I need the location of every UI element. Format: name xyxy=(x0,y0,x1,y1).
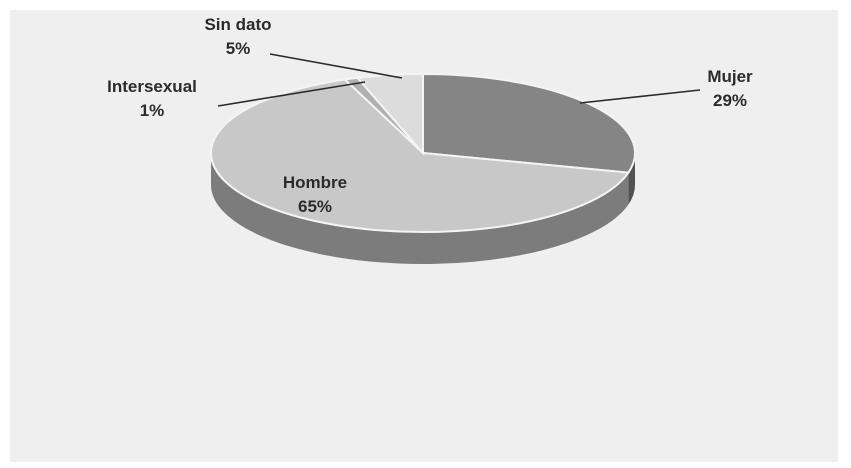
pie-sides xyxy=(211,153,635,265)
pie-chart: Mujer 29% Hombre 65% Intersexual 1% Sin dato 5% xyxy=(107,15,753,265)
leader-line-mujer xyxy=(579,89,701,104)
pie-labels: Mujer 29% Hombre 65% Intersexual 1% Sin dato 5% xyxy=(107,15,753,216)
label-value-intersexual: 1% xyxy=(140,101,165,120)
leader-line-intersexual xyxy=(217,81,366,107)
pie-slice-sin-dato xyxy=(355,72,424,156)
label-name-mujer: Mujer xyxy=(707,67,753,86)
pie-slice-mujer xyxy=(422,72,636,174)
label-name-sin-dato: Sin dato xyxy=(204,15,271,34)
label-name-hombre: Hombre xyxy=(283,173,347,192)
label-value-mujer: 29% xyxy=(713,91,747,110)
label-name-intersexual: Intersexual xyxy=(107,77,197,96)
pie-top xyxy=(210,72,636,233)
label-value-hombre: 65% xyxy=(298,197,332,216)
leader-lines xyxy=(217,53,701,107)
chart-area: Mujer 29% Hombre 65% Intersexual 1% Sin dato 5% xyxy=(10,10,838,462)
label-value-sin-dato: 5% xyxy=(226,39,251,58)
pie-slice-hombre xyxy=(210,78,631,233)
pie-side-hombre xyxy=(211,153,629,265)
leader-line-sin-dato xyxy=(269,53,403,79)
pie-side-mujer xyxy=(628,153,635,205)
